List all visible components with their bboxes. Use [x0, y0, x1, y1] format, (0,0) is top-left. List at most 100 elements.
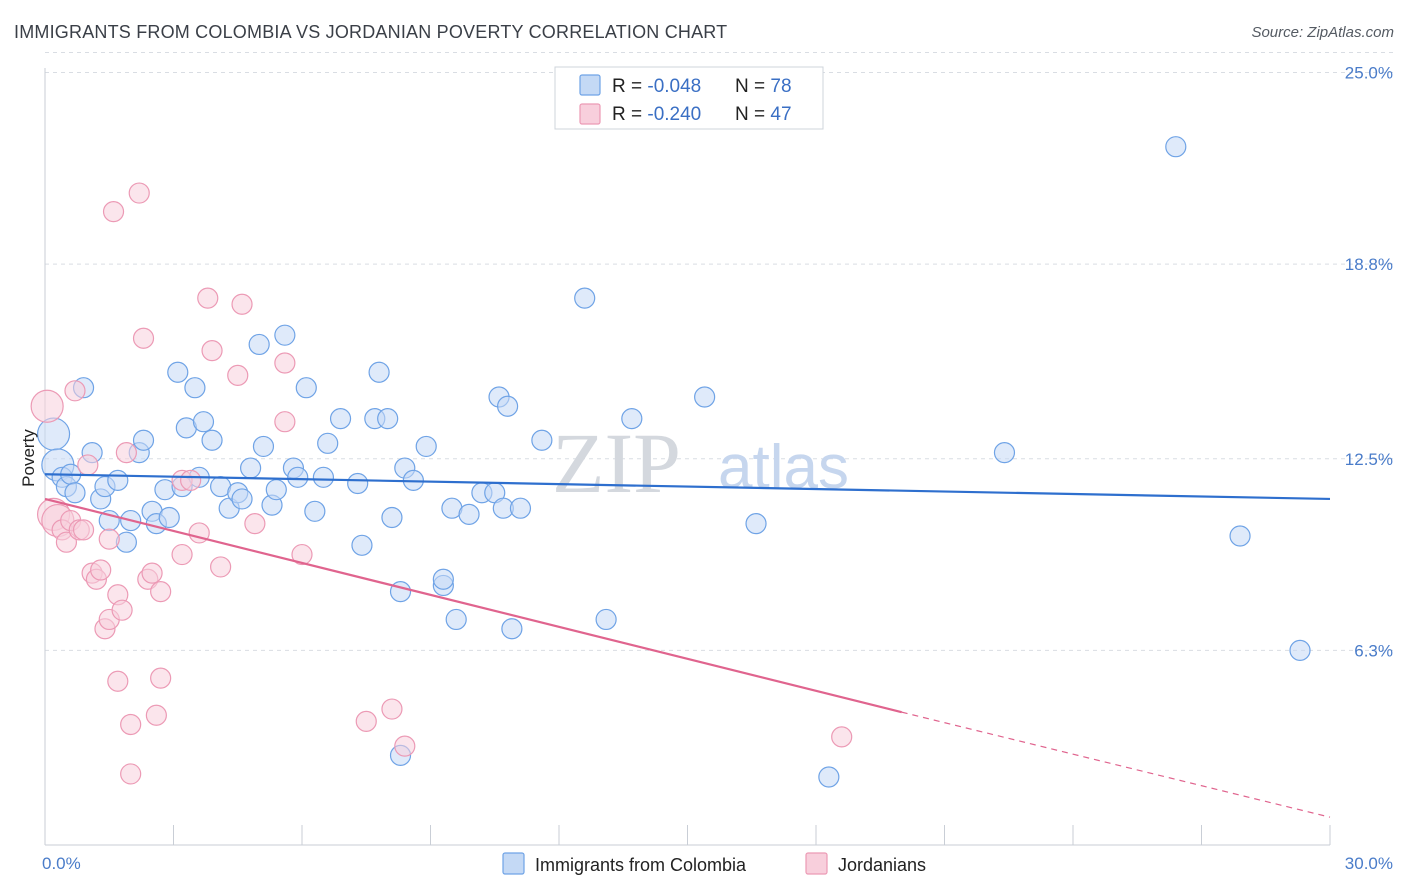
correlation-legend: R = -0.048 N = 78 R = -0.240 N = 47: [554, 66, 824, 130]
data-point: [55, 531, 78, 553]
data-point: [244, 513, 266, 535]
data-point: [694, 386, 716, 408]
data-point: [317, 432, 339, 454]
data-point: [115, 441, 137, 464]
series-jordanians: [30, 182, 853, 785]
data-point: [291, 543, 313, 566]
data-point: [201, 340, 223, 362]
data-point: [351, 534, 373, 556]
data-point: [111, 599, 133, 621]
y-tick-label: 18.8%: [1345, 255, 1393, 274]
data-point: [192, 411, 215, 433]
watermark-zip: ZIP: [552, 415, 681, 511]
data-point: [621, 408, 643, 430]
data-point: [107, 469, 129, 492]
data-point: [107, 670, 129, 692]
data-point: [64, 482, 86, 504]
data-point: [274, 411, 296, 433]
legend-n-value-1: 78: [770, 76, 791, 97]
data-point: [102, 200, 125, 223]
data-point: [184, 377, 206, 399]
data-point: [150, 581, 172, 603]
data-point: [201, 429, 223, 451]
data-point: [1229, 525, 1251, 547]
legend-n-value-2: 47: [770, 104, 791, 125]
data-point: [265, 479, 287, 501]
trend-line-jordanians-extrapolated: [901, 711, 1331, 818]
data-point: [141, 562, 163, 584]
y-tick-label: 12.5%: [1345, 450, 1393, 469]
gridlines: [45, 52, 1393, 651]
data-point: [745, 513, 767, 535]
data-point: [295, 377, 317, 399]
data-point: [252, 435, 275, 458]
watermark-atlas: atlas: [718, 433, 849, 502]
watermark: ZIP atlas: [552, 415, 849, 511]
data-point: [458, 503, 480, 525]
legend-r-value-1: -0.048: [647, 76, 701, 97]
x-tick-label-max: 30.0%: [1345, 854, 1393, 873]
data-point: [312, 466, 335, 488]
trend-line-colombia: [44, 473, 1331, 501]
bottom-legend-label-pink: Jordanians: [838, 855, 926, 875]
legend-row-2: R = -0.240: [612, 104, 701, 125]
data-point: [36, 417, 71, 451]
data-point: [150, 667, 172, 689]
y-tick-labels: 6.3% 12.5% 18.8% 25.0%: [1345, 64, 1393, 661]
data-point: [394, 735, 416, 757]
data-point: [355, 710, 377, 733]
legend-swatch-pink: [579, 103, 601, 125]
legend-n-label-2: N =: [735, 104, 770, 125]
data-point: [287, 466, 309, 488]
data-point: [210, 556, 232, 578]
data-point: [501, 618, 523, 640]
data-point: [432, 568, 454, 590]
legend-n-label-1: N =: [735, 76, 770, 97]
data-point: [197, 287, 219, 309]
data-point: [167, 361, 189, 383]
data-point: [509, 497, 532, 519]
legend-swatch-blue: [579, 74, 601, 96]
data-point: [1289, 639, 1311, 661]
legend-n-2: N = 47: [735, 104, 792, 125]
data-point: [595, 608, 617, 631]
data-point: [120, 713, 142, 736]
data-point: [132, 429, 155, 451]
data-point: [180, 469, 202, 492]
data-point: [231, 488, 253, 510]
x-ticks: [44, 825, 1331, 845]
y-axis-label: Poverty: [19, 429, 38, 487]
trend-line-jordanians: [44, 497, 902, 714]
data-point: [531, 429, 553, 451]
data-point: [377, 408, 399, 430]
data-point: [132, 327, 155, 349]
chart-title: IMMIGRANTS FROM COLOMBIA VS JORDANIAN PO…: [14, 22, 728, 42]
data-point: [171, 543, 193, 566]
data-point: [381, 506, 403, 529]
data-point: [98, 528, 120, 550]
data-point: [227, 364, 249, 386]
data-point: [274, 352, 296, 374]
legend-r-label-2: R =: [612, 104, 647, 125]
data-point: [831, 726, 853, 748]
data-point: [145, 704, 167, 726]
data-point: [248, 333, 270, 356]
data-point: [445, 608, 467, 631]
y-tick-label: 6.3%: [1354, 641, 1393, 660]
legend-n-1: N = 78: [735, 76, 792, 97]
bottom-legend-swatch-pink: [805, 852, 828, 875]
data-point: [90, 559, 112, 581]
data-point: [347, 472, 369, 495]
data-point: [818, 766, 840, 788]
series-legend: Immigrants from Colombia Jordanians: [502, 852, 926, 875]
data-point: [381, 698, 403, 720]
data-point: [120, 763, 142, 785]
data-point: [231, 293, 253, 315]
data-point: [368, 361, 390, 383]
bottom-legend-label-blue: Immigrants from Colombia: [535, 855, 747, 875]
data-point: [1165, 136, 1187, 158]
bottom-legend-swatch-blue: [502, 852, 525, 875]
data-point: [274, 324, 296, 346]
y-tick-label: 25.0%: [1345, 64, 1393, 83]
x-tick-label-min: 0.0%: [42, 854, 81, 873]
